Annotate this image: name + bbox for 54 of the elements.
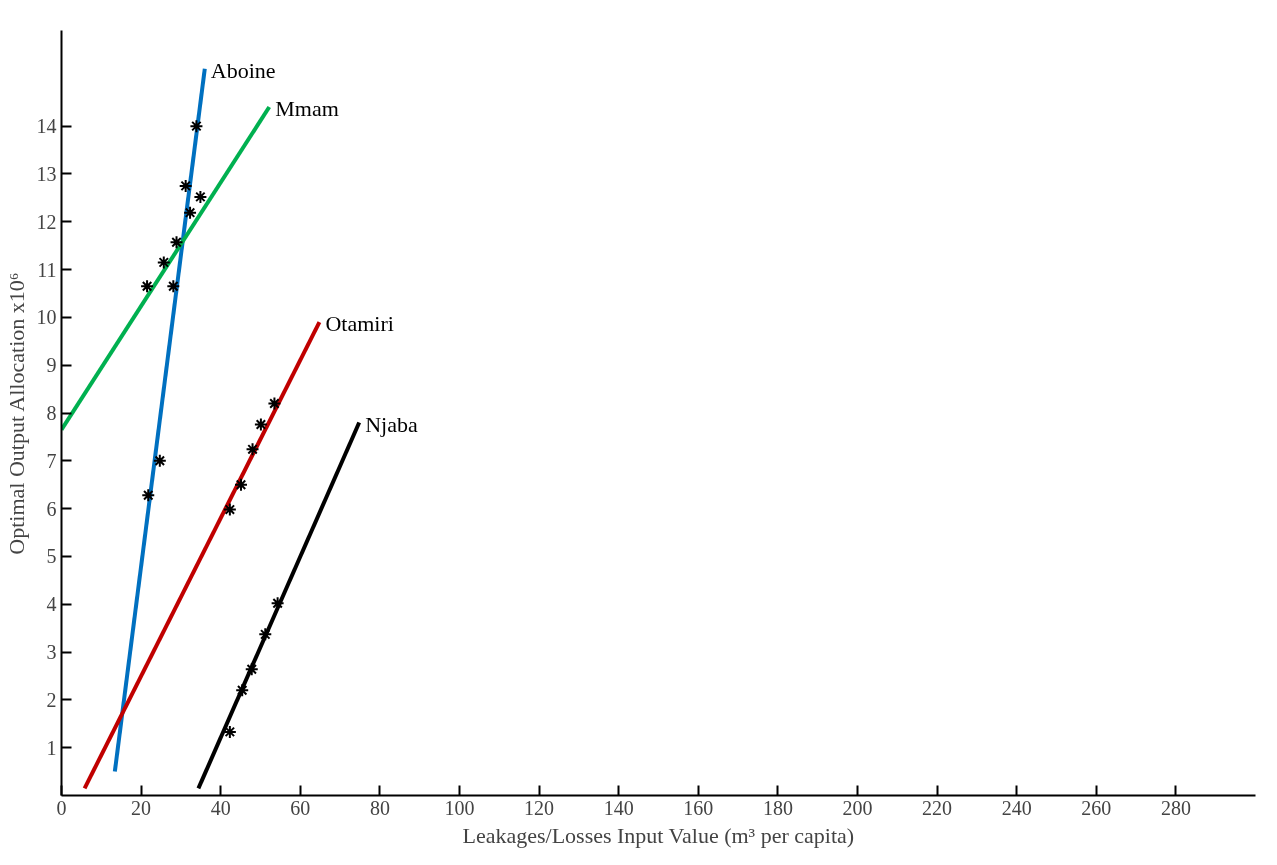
point xyxy=(193,189,208,204)
x-tick-label: 180 xyxy=(762,796,793,819)
point xyxy=(234,477,248,492)
point xyxy=(166,279,181,294)
x-tick-label: 280 xyxy=(1160,796,1191,819)
point xyxy=(156,255,171,270)
point xyxy=(235,683,250,698)
y-tick-label: 6 xyxy=(46,497,57,520)
x-tick-label: 260 xyxy=(1081,796,1112,819)
point xyxy=(141,488,156,503)
x-tick-label: 220 xyxy=(922,796,953,819)
y-tick-label: 10 xyxy=(36,306,57,329)
point xyxy=(245,442,260,457)
x-tick-label: 200 xyxy=(842,796,873,819)
point xyxy=(183,205,198,220)
x-tick-label: 0 xyxy=(56,796,67,819)
y-tick-label: 3 xyxy=(46,641,57,664)
point xyxy=(270,596,285,611)
y-tick-label: 1 xyxy=(46,736,57,759)
x-tick-label: 140 xyxy=(603,796,634,819)
series-label: Mmam xyxy=(275,96,339,121)
y-axis-title: Optimal Output Allocation x10⁶ xyxy=(3,272,29,555)
y-tick-label: 14 xyxy=(36,115,57,138)
point xyxy=(253,417,268,432)
x-tick-label: 120 xyxy=(524,796,555,819)
y-tick-label: 9 xyxy=(46,354,57,377)
series-label: Njaba xyxy=(365,411,418,437)
point xyxy=(244,662,259,677)
point xyxy=(189,119,204,134)
point xyxy=(140,279,155,294)
x-tick-label: 100 xyxy=(444,796,475,819)
x-tick-label: 60 xyxy=(290,796,311,819)
y-tick-label: 11 xyxy=(37,258,57,281)
x-axis-title: Leakages/Losses Input Value (m³ per capita) xyxy=(462,822,855,848)
x-tick-label: 80 xyxy=(369,796,390,819)
x-tick-label: 160 xyxy=(683,796,714,819)
x-tick-label: 240 xyxy=(1001,796,1032,819)
series-label: Aboine xyxy=(210,57,276,83)
y-tick-label: 8 xyxy=(46,402,57,424)
y-tick-label: 4 xyxy=(46,593,57,616)
point xyxy=(178,178,193,193)
point xyxy=(169,235,184,250)
y-tick-label: 13 xyxy=(36,162,57,185)
point xyxy=(222,502,237,517)
x-tick-label: 20 xyxy=(131,796,152,819)
x-tick-label: 40 xyxy=(210,796,231,819)
y-tick-label: 12 xyxy=(36,210,57,233)
y-tick-label: 7 xyxy=(46,449,57,472)
point xyxy=(152,453,167,468)
point xyxy=(258,627,273,642)
point xyxy=(267,396,282,411)
y-tick-label: 5 xyxy=(46,545,57,568)
y-tick-label: 2 xyxy=(46,688,57,711)
series-label: Otamiri xyxy=(325,311,394,337)
